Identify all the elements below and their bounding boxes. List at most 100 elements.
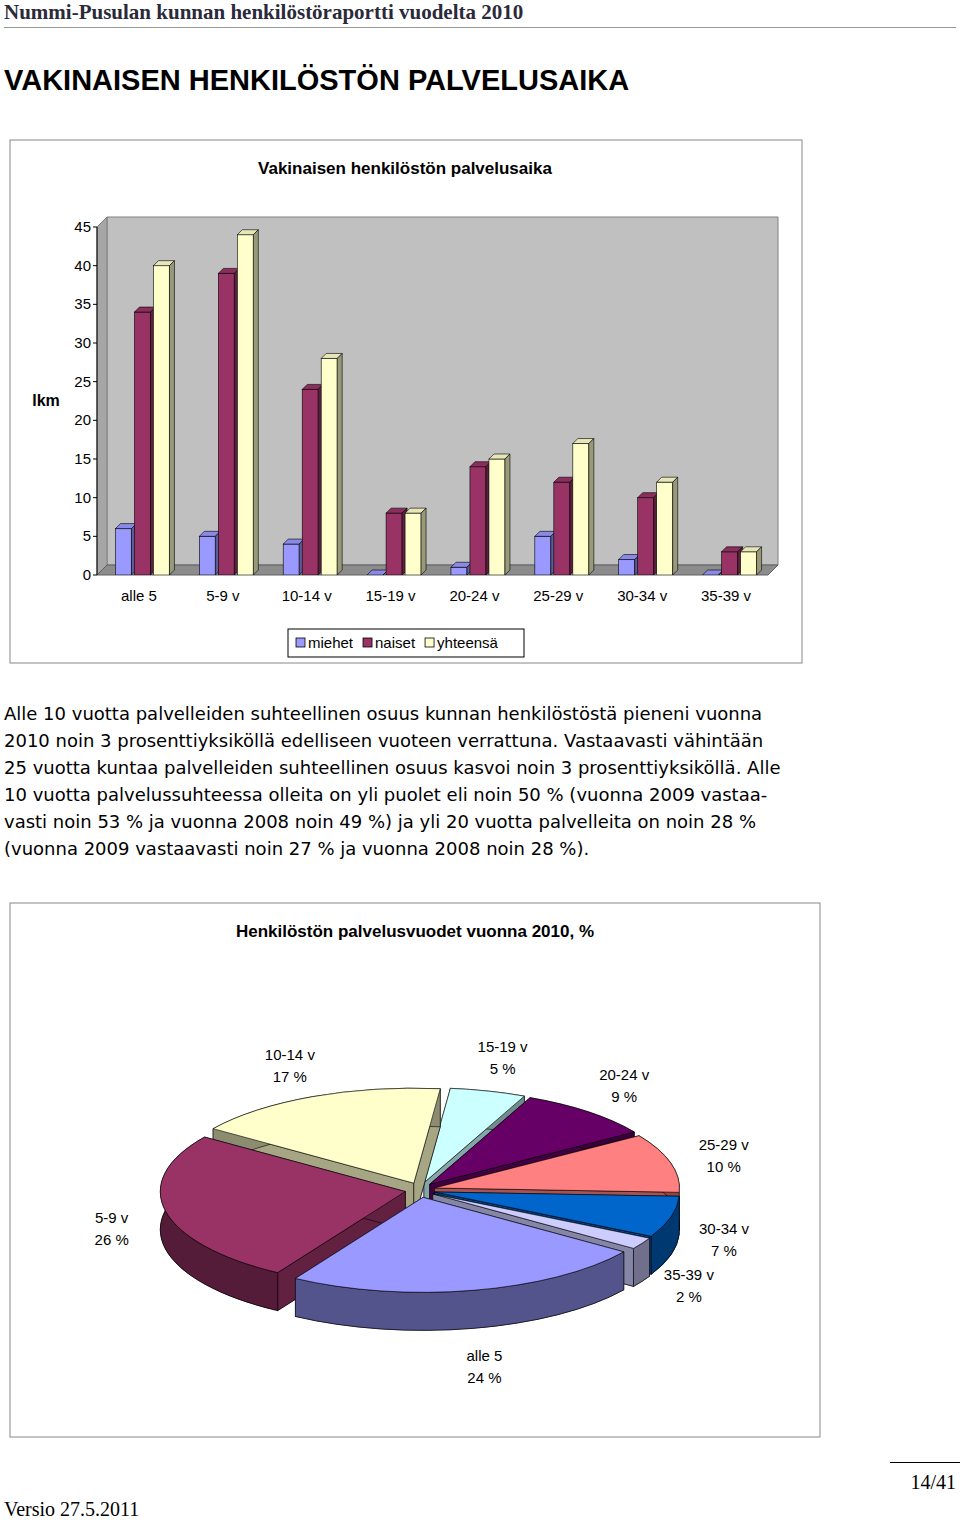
bar (405, 508, 426, 575)
label-category: 30-34 v (699, 1220, 750, 1237)
bar-front (321, 358, 337, 575)
legend-swatch (425, 638, 434, 647)
data-label: alle 524 % (466, 1347, 502, 1386)
chart-frame (10, 903, 820, 1437)
legend-label: miehet (308, 634, 354, 651)
label-value: 2 % (676, 1288, 702, 1305)
label-category: 20-24 v (599, 1066, 650, 1083)
bar-front (489, 459, 505, 575)
y-tick-label: 0 (83, 566, 91, 583)
bar-front (573, 444, 589, 575)
x-tick-label: 35-39 v (701, 587, 752, 604)
bar (741, 547, 762, 575)
paragraph-line: 10 vuotta palvelussuhteessa olleita on y… (4, 784, 767, 805)
y-tick (93, 420, 97, 421)
y-tick (93, 381, 97, 382)
bar-front (657, 482, 673, 575)
bar (386, 508, 407, 575)
y-tick-label: 10 (74, 489, 91, 506)
x-tick-label: 30-34 v (617, 587, 668, 604)
bar (573, 439, 594, 575)
bar (470, 462, 491, 575)
label-category: 15-19 v (478, 1038, 529, 1055)
bar-side (757, 547, 762, 575)
y-tick (93, 265, 97, 266)
legend-box (288, 629, 524, 657)
pie-slice (295, 1197, 623, 1330)
y-tick-label: 5 (83, 527, 91, 544)
bar (153, 261, 174, 575)
bar-front (405, 513, 421, 575)
y-tick-label: 25 (74, 373, 91, 390)
bar (554, 477, 575, 575)
bar-front (722, 552, 738, 575)
bar-top (367, 570, 388, 575)
bar-front (283, 544, 299, 575)
bar-front (386, 513, 402, 575)
paragraph-line: 25 vuotta kuntaa palvelleiden suhteellin… (4, 757, 780, 778)
y-tick (93, 343, 97, 344)
bar-front (741, 552, 757, 575)
y-tick (93, 497, 97, 498)
x-tick-label: 25-29 v (533, 587, 584, 604)
paragraph-line: (vuonna 2009 vastaavasti noin 27 % ja vu… (4, 838, 589, 859)
bar (237, 230, 258, 575)
bar (302, 384, 323, 575)
data-label: 15-19 v5 % (478, 1038, 529, 1077)
bar (134, 307, 155, 575)
bar-front (451, 567, 467, 575)
legend-label: naiset (375, 634, 416, 651)
legend: miehet naiset yhteensä (288, 629, 524, 657)
label-value: 26 % (95, 1231, 129, 1248)
y-tick-label: 20 (74, 411, 91, 428)
chart-frame (10, 140, 802, 663)
bar-side (421, 508, 426, 575)
footer-rule (890, 1462, 960, 1463)
slices (160, 1088, 679, 1330)
label-category: 10-14 v (265, 1046, 316, 1063)
x-tick-label: 5-9 v (206, 587, 240, 604)
bar-front (199, 536, 215, 575)
label-value: 24 % (467, 1369, 501, 1386)
paragraph-line: Alle 10 vuotta palvelleiden suhteellinen… (4, 703, 762, 724)
legend-label: yhteensä (437, 634, 499, 651)
bar (218, 268, 239, 575)
bar (657, 477, 678, 575)
page-header: Nummi-Pusulan kunnan henkilöstöraportti … (4, 0, 956, 28)
bar-side (505, 454, 510, 575)
bar (703, 570, 724, 575)
bar-front (302, 389, 318, 575)
bar-front (535, 536, 551, 575)
bar-chart: Vakinaisen henkilöstön palvelusaika05101… (10, 140, 802, 663)
label-value: 10 % (707, 1158, 741, 1175)
bar-side (589, 439, 594, 575)
footer-version: Versio 27.5.2011 (4, 1498, 139, 1521)
data-label: 10-14 v17 % (265, 1046, 316, 1085)
page: Nummi-Pusulan kunnan henkilöstöraportti … (0, 0, 960, 1522)
bar-side (253, 230, 258, 575)
label-value: 9 % (611, 1088, 637, 1105)
data-label: 5-9 v26 % (95, 1209, 129, 1248)
y-tick (93, 227, 97, 228)
bar-front (237, 235, 253, 575)
bar (115, 524, 136, 575)
data-label: 35-39 v 2 % (664, 1266, 715, 1305)
y-tick (93, 304, 97, 305)
y-axis-label: lkm (32, 392, 60, 409)
y-tick (93, 575, 97, 576)
x-tick-label: 20-24 v (449, 587, 500, 604)
label-category: 25-29 v (699, 1136, 750, 1153)
bar (722, 547, 743, 575)
bar-top (703, 570, 724, 575)
bar-side (673, 477, 678, 575)
label-category: 35-39 v (664, 1266, 715, 1283)
x-tick-label: 10-14 v (282, 587, 333, 604)
charts-svg: Vakinaisen henkilöstön palvelusaika05101… (0, 0, 960, 1522)
bar-front (619, 560, 635, 575)
bar (451, 562, 472, 575)
legend-swatch (296, 638, 305, 647)
paragraph-line: 2010 noin 3 prosenttiyksiköllä edellisee… (4, 730, 763, 751)
bar (619, 555, 640, 575)
y-tick-label: 30 (74, 334, 91, 351)
bar-side (337, 353, 342, 575)
